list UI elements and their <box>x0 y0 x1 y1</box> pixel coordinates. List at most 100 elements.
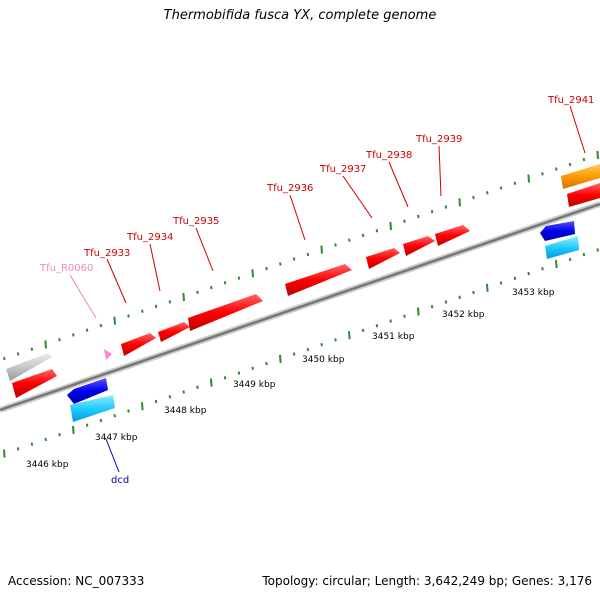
major-tick <box>348 331 351 340</box>
gene-gray-left[interactable] <box>6 353 52 381</box>
gene-tfu2936[interactable] <box>285 264 352 296</box>
gene-orange-right[interactable] <box>561 164 600 189</box>
minor-tick <box>182 390 185 394</box>
label-tfu-2936[interactable]: Tfu_2936 <box>266 183 313 194</box>
minor-tick <box>265 266 268 271</box>
minor-tick <box>292 257 296 261</box>
minor-tick <box>430 305 434 309</box>
label-tfu-2937[interactable]: Tfu_2937 <box>319 164 366 175</box>
major-tick <box>182 292 185 302</box>
minor-tick <box>223 281 227 285</box>
minor-tick <box>513 181 517 185</box>
minor-tick <box>168 300 172 304</box>
minor-tick <box>72 333 75 337</box>
major-tick <box>210 378 213 387</box>
gene-tfu2937[interactable] <box>366 248 400 269</box>
minor-tick <box>348 238 351 242</box>
scale-labels: 3446 kbp 3447 kbp 3448 kbp 3449 kbp 3450… <box>26 288 555 470</box>
gene-tfu2939[interactable] <box>435 225 470 246</box>
minor-tick <box>306 347 310 352</box>
upper-tick-track <box>3 150 599 361</box>
minor-tick <box>486 191 489 195</box>
label-tfu-r0060[interactable]: Tfu_R0060 <box>39 263 93 274</box>
scale-label: 3453 kbp <box>512 288 555 298</box>
minor-tick <box>127 314 130 318</box>
minor-tick <box>320 343 323 347</box>
label-tfu-2939[interactable]: Tfu_2939 <box>415 134 462 145</box>
gene-tfu2941[interactable] <box>567 183 600 207</box>
minor-tick <box>16 447 20 451</box>
minor-tick <box>58 433 61 437</box>
label-dcd[interactable]: dcd <box>111 475 129 486</box>
major-tick <box>458 198 461 207</box>
minor-tick <box>3 356 6 361</box>
major-tick <box>279 354 282 363</box>
label-leaders <box>69 105 586 473</box>
scale-label: 3446 kbp <box>26 460 69 470</box>
minor-tick <box>196 385 199 389</box>
minor-tick <box>30 347 34 351</box>
minor-tick <box>223 376 227 380</box>
scale-label: 3448 kbp <box>164 406 207 416</box>
map-title: Thermobifida fusca YX, complete genome <box>163 8 437 23</box>
minor-tick <box>582 252 586 257</box>
minor-tick <box>568 162 572 167</box>
forward-gene-track <box>6 164 600 398</box>
minor-tick <box>472 195 475 200</box>
gene-blue-left[interactable] <box>67 378 108 404</box>
genome-summary-text: Topology: circular; Length: 3,642,249 bp… <box>262 574 592 588</box>
minor-tick <box>568 257 572 262</box>
scale-label: 3447 kbp <box>95 433 138 443</box>
minor-tick <box>30 442 34 446</box>
minor-tick <box>237 276 241 280</box>
label-tfu-2935[interactable]: Tfu_2935 <box>172 216 219 227</box>
gene-tfu2935[interactable] <box>188 294 263 331</box>
minor-tick <box>99 418 103 423</box>
minor-tick <box>16 352 20 356</box>
gene-cyan-right[interactable] <box>545 236 579 259</box>
minor-tick <box>389 319 392 323</box>
major-tick <box>320 245 323 254</box>
minor-tick <box>596 248 599 252</box>
minor-tick <box>306 252 310 257</box>
minor-tick <box>292 352 296 356</box>
major-tick <box>555 260 558 269</box>
minor-tick <box>403 219 406 223</box>
gene-dcd[interactable] <box>70 395 115 422</box>
minor-tick <box>541 172 544 176</box>
minor-tick <box>58 338 61 342</box>
minor-tick <box>237 371 241 375</box>
major-tick <box>3 449 6 458</box>
label-tfu-2938[interactable]: Tfu_2938 <box>365 150 412 161</box>
genome-backbone-core <box>0 202 600 412</box>
label-tfu-2933[interactable]: Tfu_2933 <box>83 248 130 259</box>
minor-tick <box>375 229 379 233</box>
scale-label: 3450 kbp <box>302 355 345 365</box>
gene-tfu2933[interactable] <box>121 333 156 356</box>
minor-tick <box>210 285 213 290</box>
scale-label: 3451 kbp <box>372 332 415 342</box>
gene-pink-r0060[interactable] <box>104 349 112 360</box>
label-tfu-2941[interactable]: Tfu_2941 <box>547 95 594 106</box>
major-tick <box>72 425 75 434</box>
minor-tick <box>154 304 158 309</box>
gene-tfu2938[interactable] <box>403 236 435 256</box>
minor-tick <box>472 290 475 295</box>
gene-blue-right[interactable] <box>540 221 575 241</box>
minor-tick <box>444 300 448 304</box>
minor-tick <box>334 338 337 342</box>
minor-tick <box>375 324 379 328</box>
gene-tfu2934[interactable] <box>158 322 190 342</box>
label-tfu-2934[interactable]: Tfu_2934 <box>126 232 173 243</box>
minor-tick <box>196 290 199 294</box>
lower-tick-track <box>3 248 599 458</box>
minor-tick <box>99 323 103 328</box>
major-tick <box>113 316 116 325</box>
major-tick <box>596 150 599 159</box>
major-tick <box>527 174 530 183</box>
major-tick <box>389 221 392 231</box>
major-tick <box>417 307 420 316</box>
minor-tick <box>85 328 89 332</box>
gene-red-left[interactable] <box>12 369 57 398</box>
